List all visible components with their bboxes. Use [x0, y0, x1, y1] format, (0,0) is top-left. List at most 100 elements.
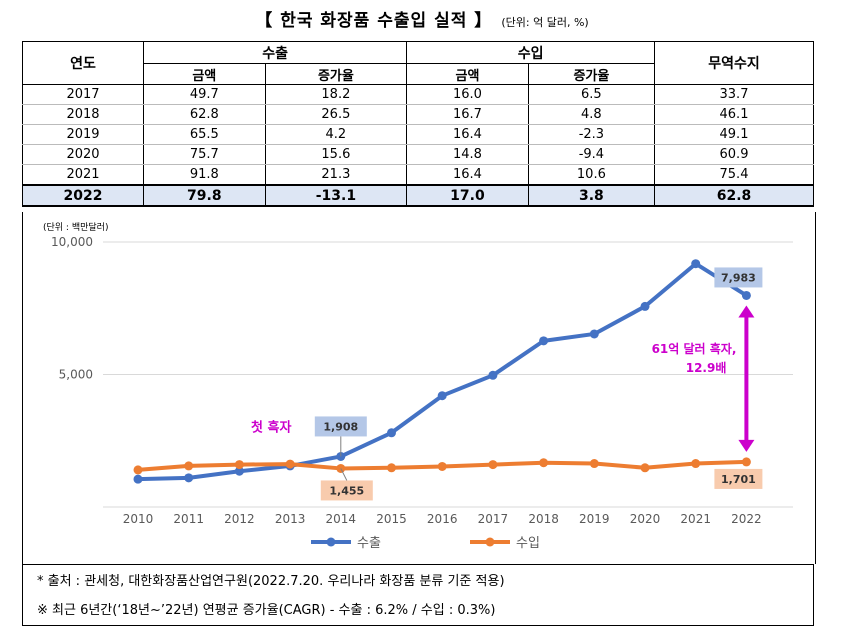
- data-point: [133, 474, 143, 484]
- legend-marker: [326, 537, 336, 547]
- x-tick-label: 2018: [528, 512, 559, 526]
- export-rate-cell: 15.6: [264, 144, 408, 165]
- export-2022-label: 7,983: [721, 271, 756, 284]
- table-row: 2018 62.8 26.5 16.7 4.8 46.1: [22, 104, 814, 125]
- data-point: [234, 466, 244, 476]
- export-amount-header: 금액: [143, 63, 266, 85]
- export-rate-cell: -13.1: [264, 184, 408, 207]
- table-row: 2017 49.7 18.2 16.0 6.5 33.7: [22, 84, 814, 105]
- year-cell: 2018: [22, 104, 144, 125]
- export-rate-cell: 21.3: [264, 164, 408, 186]
- balance-cell: 62.8: [654, 184, 814, 207]
- series-line-export: [137, 261, 748, 482]
- x-tick-label: 2020: [630, 512, 661, 526]
- data-point: [640, 463, 650, 473]
- data-point: [691, 259, 701, 269]
- import-amount-cell: 17.0: [406, 184, 529, 207]
- export-amount-cell: 75.7: [143, 144, 266, 165]
- data-point: [640, 301, 650, 311]
- data-point: [437, 461, 447, 471]
- import-rate-cell: 3.8: [527, 184, 656, 207]
- cagr-note: ※ 최근 6년간(‘18년~’22년) 연평균 증가율(CAGR) - 수출 :…: [37, 603, 496, 618]
- year-cell: 2017: [22, 84, 144, 105]
- import-2014-leader: [340, 468, 348, 481]
- import-amount-cell: 14.8: [406, 144, 529, 165]
- export-header: 수출: [142, 41, 408, 64]
- line-chart: (단위 : 백만달러) 10,000 5,000 2010 2011 2012 2013 20…: [43, 221, 793, 551]
- x-tick-label: 2016: [427, 512, 458, 526]
- data-point: [691, 459, 701, 469]
- data-point: [741, 457, 751, 467]
- export-rate-cell: 26.5: [264, 104, 408, 125]
- x-tick-label: 2015: [376, 512, 407, 526]
- export-amount-cell: 49.7: [143, 84, 266, 105]
- table-row: 2020 75.7 15.6 14.8 -9.4 60.9: [22, 144, 814, 165]
- data-point: [539, 336, 549, 346]
- data-point: [488, 370, 498, 380]
- unit-label: (단위: 억 달러, %): [501, 16, 589, 29]
- gap-label-line2: 12.9배: [686, 360, 727, 375]
- unit-label: (단위 : 백만달러): [43, 221, 108, 233]
- y-tick-label: 10,000: [51, 235, 93, 249]
- gap-label-line1: 61억 달러 흑자,: [652, 341, 737, 356]
- page-title: 【 한국 화장품 수출입 실적 】: [255, 11, 493, 31]
- import-rate-cell: 4.8: [527, 104, 656, 125]
- data-point: [437, 391, 447, 401]
- import-2014-label: 1,455: [329, 484, 364, 497]
- balance-cell: 49.1: [654, 124, 814, 145]
- import-amount-header: 금액: [406, 63, 529, 85]
- import-amount-cell: 16.7: [406, 104, 529, 125]
- notes-box: * 출처 : 관세청, 대한화장품산업연구원(2022.7.20. 우리나라 화…: [22, 564, 814, 626]
- import-rate-header: 증가율: [527, 63, 656, 85]
- gap-arrow-head-down: [738, 439, 755, 452]
- export-rate-cell: 18.2: [264, 84, 408, 105]
- import-rate-cell: -2.3: [527, 124, 656, 145]
- year-header: 연도: [22, 41, 144, 85]
- import-2022-label-box: [714, 468, 763, 489]
- year-cell: 2019: [22, 124, 144, 145]
- data-point: [387, 428, 396, 438]
- year-cell: 2020: [22, 144, 144, 165]
- export-amount-cell: 65.5: [143, 124, 266, 145]
- data-point: [539, 458, 549, 468]
- x-tick-label: 2019: [579, 512, 610, 526]
- data-point: [589, 329, 599, 339]
- import-rate-cell: 6.5: [527, 84, 656, 105]
- data-point: [488, 460, 498, 470]
- x-tick-label: 2011: [173, 512, 204, 526]
- export-amount-cell: 91.8: [143, 164, 266, 186]
- data-point: [387, 463, 396, 473]
- table-row: 2021 91.8 21.3 16.4 10.6 75.4: [22, 164, 814, 186]
- x-tick-label: 2013: [275, 512, 306, 526]
- data-point: [741, 290, 751, 300]
- data-point: [589, 459, 599, 469]
- import-rate-cell: -9.4: [527, 144, 656, 165]
- import-rate-cell: 10.6: [527, 164, 656, 186]
- x-tick-label: 2022: [731, 512, 762, 526]
- gap-arrow-head-up: [738, 305, 755, 318]
- table-row-highlight: 2022 79.8 -13.1 17.0 3.8 62.8: [22, 184, 814, 207]
- chart-area: (단위 : 백만달러) 10,000 5,000 2010 2011 2012 2013 20…: [22, 212, 816, 564]
- data-point: [285, 459, 295, 469]
- import-amount-cell: 16.0: [406, 84, 529, 105]
- export-2022-label-box: [714, 267, 763, 288]
- summary-table: 연도 수출 수입 무역수지 금액 증가율 금액 증가율 2017 49.7 18…: [22, 41, 814, 207]
- balance-cell: 33.7: [654, 84, 814, 105]
- first-surplus-label: 첫 흑자: [251, 419, 291, 435]
- balance-cell: 46.1: [654, 104, 814, 125]
- x-tick-label: 2017: [478, 512, 509, 526]
- x-tick-label: 2012: [224, 512, 255, 526]
- x-tick-label: 2010: [123, 512, 154, 526]
- data-point: [234, 460, 244, 470]
- export-amount-cell: 79.8: [143, 184, 266, 207]
- import-header: 수입: [406, 41, 655, 64]
- export-2014-label-box: [314, 416, 367, 437]
- export-rate-cell: 4.2: [264, 124, 408, 145]
- legend-label: 수입: [516, 536, 540, 551]
- source-note: * 출처 : 관세청, 대한화장품산업연구원(2022.7.20. 우리나라 화…: [37, 574, 505, 589]
- data-point: [184, 473, 194, 483]
- import-2022-label: 1,701: [721, 473, 756, 486]
- import-amount-cell: 16.4: [406, 164, 529, 186]
- data-point: [133, 465, 143, 475]
- title-row: 【 한국 화장품 수출입 실적 】 (단위: 억 달러, %): [0, 6, 844, 31]
